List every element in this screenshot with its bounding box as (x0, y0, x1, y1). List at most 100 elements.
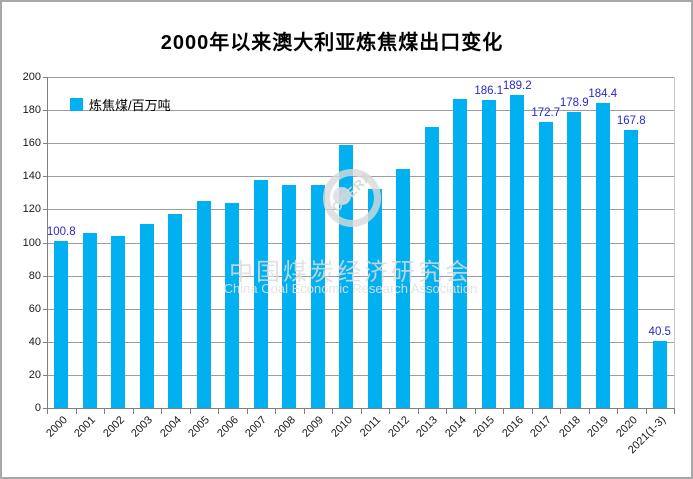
bar (367, 188, 382, 408)
x-axis-tick (246, 409, 248, 414)
bar-data-label: 178.9 (559, 96, 589, 109)
bar (82, 232, 97, 408)
bar (424, 126, 439, 408)
bar (168, 214, 183, 408)
x-axis-label: 2000 (43, 414, 70, 440)
y-axis-label: 40 (28, 335, 41, 348)
x-axis-tick (417, 409, 419, 414)
x-axis-label: 2012 (385, 414, 412, 440)
x-axis-label: 2009 (300, 414, 327, 440)
bar (652, 340, 667, 408)
x-axis-line (47, 408, 675, 409)
x-axis-label: 2010 (328, 414, 355, 440)
bar-data-label: 167.8 (616, 115, 646, 128)
x-axis-tick (674, 409, 675, 414)
bar (538, 122, 553, 408)
bar-data-label: 189.2 (502, 79, 532, 92)
x-axis-tick (389, 409, 390, 414)
x-axis-label: 2015 (471, 414, 498, 440)
bar (396, 168, 411, 408)
y-axis-label: 100 (22, 236, 41, 249)
y-axis-line (47, 77, 48, 408)
bar-data-label: 172.7 (531, 107, 561, 120)
y-axis-tick (43, 110, 47, 112)
bar (54, 241, 69, 408)
bar (453, 99, 468, 408)
x-axis-tick (360, 409, 362, 414)
legend-swatch-icon (70, 98, 83, 111)
bar (196, 201, 211, 408)
bar-data-label: 186.1 (474, 85, 504, 97)
y-axis-label: 160 (22, 137, 41, 150)
x-axis-label: 2018 (556, 414, 583, 440)
y-axis-tick (43, 341, 47, 343)
y-axis-tick (43, 143, 47, 145)
y-axis-label: 140 (22, 170, 41, 183)
bar (282, 185, 297, 408)
x-axis-tick (446, 409, 447, 414)
y-axis-label: 120 (22, 203, 41, 216)
bar (225, 202, 240, 408)
y-axis-label: 20 (28, 368, 41, 381)
plot-right-edge (674, 77, 675, 408)
y-axis-tick (43, 374, 47, 376)
y-axis-tick (43, 77, 47, 78)
x-axis-tick (275, 409, 276, 414)
x-axis-label: 2013 (414, 414, 441, 440)
x-axis-label: 2006 (214, 414, 241, 440)
x-axis-label: 2016 (499, 414, 526, 440)
x-axis-label: 2017 (528, 414, 555, 440)
bar (139, 224, 154, 408)
gridline (47, 110, 674, 112)
x-axis-tick (588, 409, 590, 414)
x-axis-tick (303, 409, 305, 414)
y-axis-label: 200 (22, 71, 41, 83)
legend-label: 炼焦煤/百万吨 (89, 98, 171, 113)
x-axis-label: 2004 (157, 414, 184, 440)
bar (567, 111, 582, 408)
x-axis-tick (47, 409, 48, 414)
x-axis-tick (132, 409, 134, 414)
y-axis-tick (43, 242, 47, 244)
x-axis-tick (531, 409, 533, 414)
gridline (47, 308, 674, 310)
y-axis-label: 80 (28, 269, 41, 282)
gridline (47, 77, 674, 78)
bar (481, 100, 496, 408)
x-axis-label: 2001 (72, 414, 99, 440)
gridline (47, 341, 674, 343)
y-axis-tick (43, 408, 47, 409)
bar (510, 94, 525, 408)
x-axis-tick (503, 409, 504, 414)
x-axis-label: 2003 (129, 414, 156, 440)
x-axis-tick (560, 409, 561, 414)
gridline (47, 209, 674, 211)
y-axis-label: 0 (34, 402, 41, 414)
gridline (47, 242, 674, 244)
bar (624, 130, 639, 408)
legend: 炼焦煤/百万吨 (70, 95, 171, 114)
x-axis-label: 2002 (100, 414, 127, 440)
y-axis-tick (43, 176, 47, 178)
bar (310, 184, 325, 408)
y-axis-label: 60 (28, 302, 41, 315)
x-axis-tick (617, 409, 618, 414)
gridline (47, 275, 674, 277)
y-axis-tick (43, 209, 47, 211)
bar (111, 235, 126, 408)
x-axis-tick (161, 409, 162, 414)
x-axis-label: 2008 (271, 414, 298, 440)
bar (253, 179, 268, 408)
x-axis-label: 2011 (358, 414, 384, 440)
x-axis-label: 2014 (442, 414, 469, 440)
x-axis-tick (104, 409, 105, 414)
bar (595, 102, 610, 408)
y-axis-tick (43, 308, 47, 310)
x-axis-tick (75, 409, 77, 414)
x-axis-tick (218, 409, 219, 414)
x-axis-tick (189, 409, 191, 414)
y-axis-label: 180 (22, 104, 41, 117)
bar-data-label: 184.4 (588, 87, 618, 100)
